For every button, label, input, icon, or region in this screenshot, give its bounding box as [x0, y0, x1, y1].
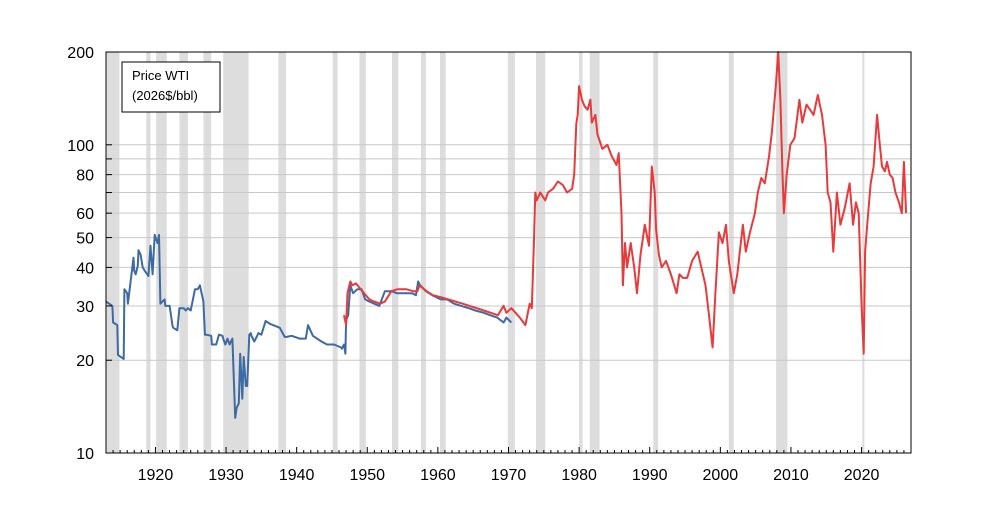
recession-band-6	[278, 52, 287, 453]
recession-band-15	[589, 52, 600, 453]
y-tick-label-80: 80	[76, 168, 94, 185]
recession-band-10	[420, 52, 426, 453]
recession-band-9	[391, 52, 399, 453]
y-tick-label-10: 10	[76, 446, 94, 463]
y-tick-label-50: 50	[76, 231, 94, 248]
series-line-1	[343, 51, 908, 355]
y-tick-label-40: 40	[76, 260, 94, 277]
recession-band-14	[579, 52, 583, 453]
x-tick-label-1980: 1980	[561, 467, 597, 484]
recession-band-1	[146, 52, 151, 453]
x-tick-label-2020: 2020	[844, 467, 880, 484]
recession-band-11	[440, 52, 446, 453]
x-tick-label-1950: 1950	[349, 467, 385, 484]
recession-band-19	[862, 52, 865, 453]
y-tick-label-30: 30	[76, 299, 94, 316]
recession-band-18	[776, 52, 788, 453]
series-layer	[105, 51, 908, 419]
x-tick-label-1960: 1960	[420, 467, 456, 484]
x-tick-label-1930: 1930	[208, 467, 244, 484]
recession-band-3	[179, 52, 188, 453]
recession-band-5	[223, 52, 249, 453]
y-tick-label-60: 60	[76, 206, 94, 223]
recession-band-7	[332, 52, 338, 453]
x-tick-label-1920: 1920	[138, 467, 174, 484]
x-tick-label-1970: 1970	[491, 467, 527, 484]
x-tick-label-1940: 1940	[279, 467, 315, 484]
axes: 10 20 30 40 50 60 80 100 200 1920 1930 1940 1950 1960…	[67, 45, 912, 484]
recession-band-16	[653, 52, 659, 453]
recession-band-13	[536, 52, 546, 453]
x-tick-label-1990: 1990	[632, 467, 668, 484]
x-tick-label-2010: 2010	[773, 467, 809, 484]
legend: Price WTI (2026$/bbl)	[121, 61, 221, 113]
legend-box	[121, 61, 221, 113]
gridlines	[106, 144, 911, 361]
recession-band-2	[156, 52, 167, 453]
series-line-0	[105, 233, 513, 419]
recession-band-4	[203, 52, 212, 453]
legend-line-1: Price WTI	[132, 68, 189, 83]
legend-line-2: (2026$/bbl)	[132, 88, 198, 103]
recession-band-12	[507, 52, 515, 453]
y-tick-label-100: 100	[67, 138, 94, 155]
recession-band-0	[106, 52, 120, 453]
recession-band-17	[728, 52, 734, 453]
y-tick-label-20: 20	[76, 353, 94, 370]
recession-band-8	[359, 52, 366, 453]
recession-bands	[106, 52, 865, 453]
y-tick-label-200: 200	[67, 45, 94, 62]
x-tick-label-2000: 2000	[703, 467, 739, 484]
